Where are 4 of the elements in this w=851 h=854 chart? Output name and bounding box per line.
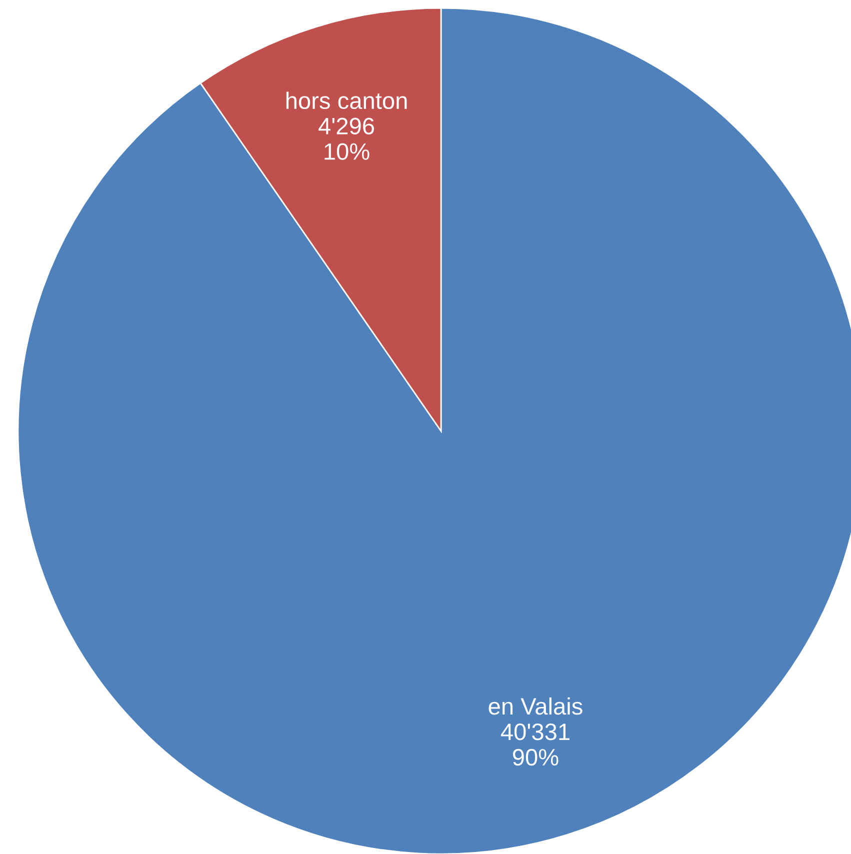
slice-label: en Valais (488, 697, 582, 715)
data-label: 40'331 90% (500, 723, 570, 766)
data-label: 4'296 10% (318, 118, 374, 160)
slice-label: hors canton (286, 92, 407, 110)
